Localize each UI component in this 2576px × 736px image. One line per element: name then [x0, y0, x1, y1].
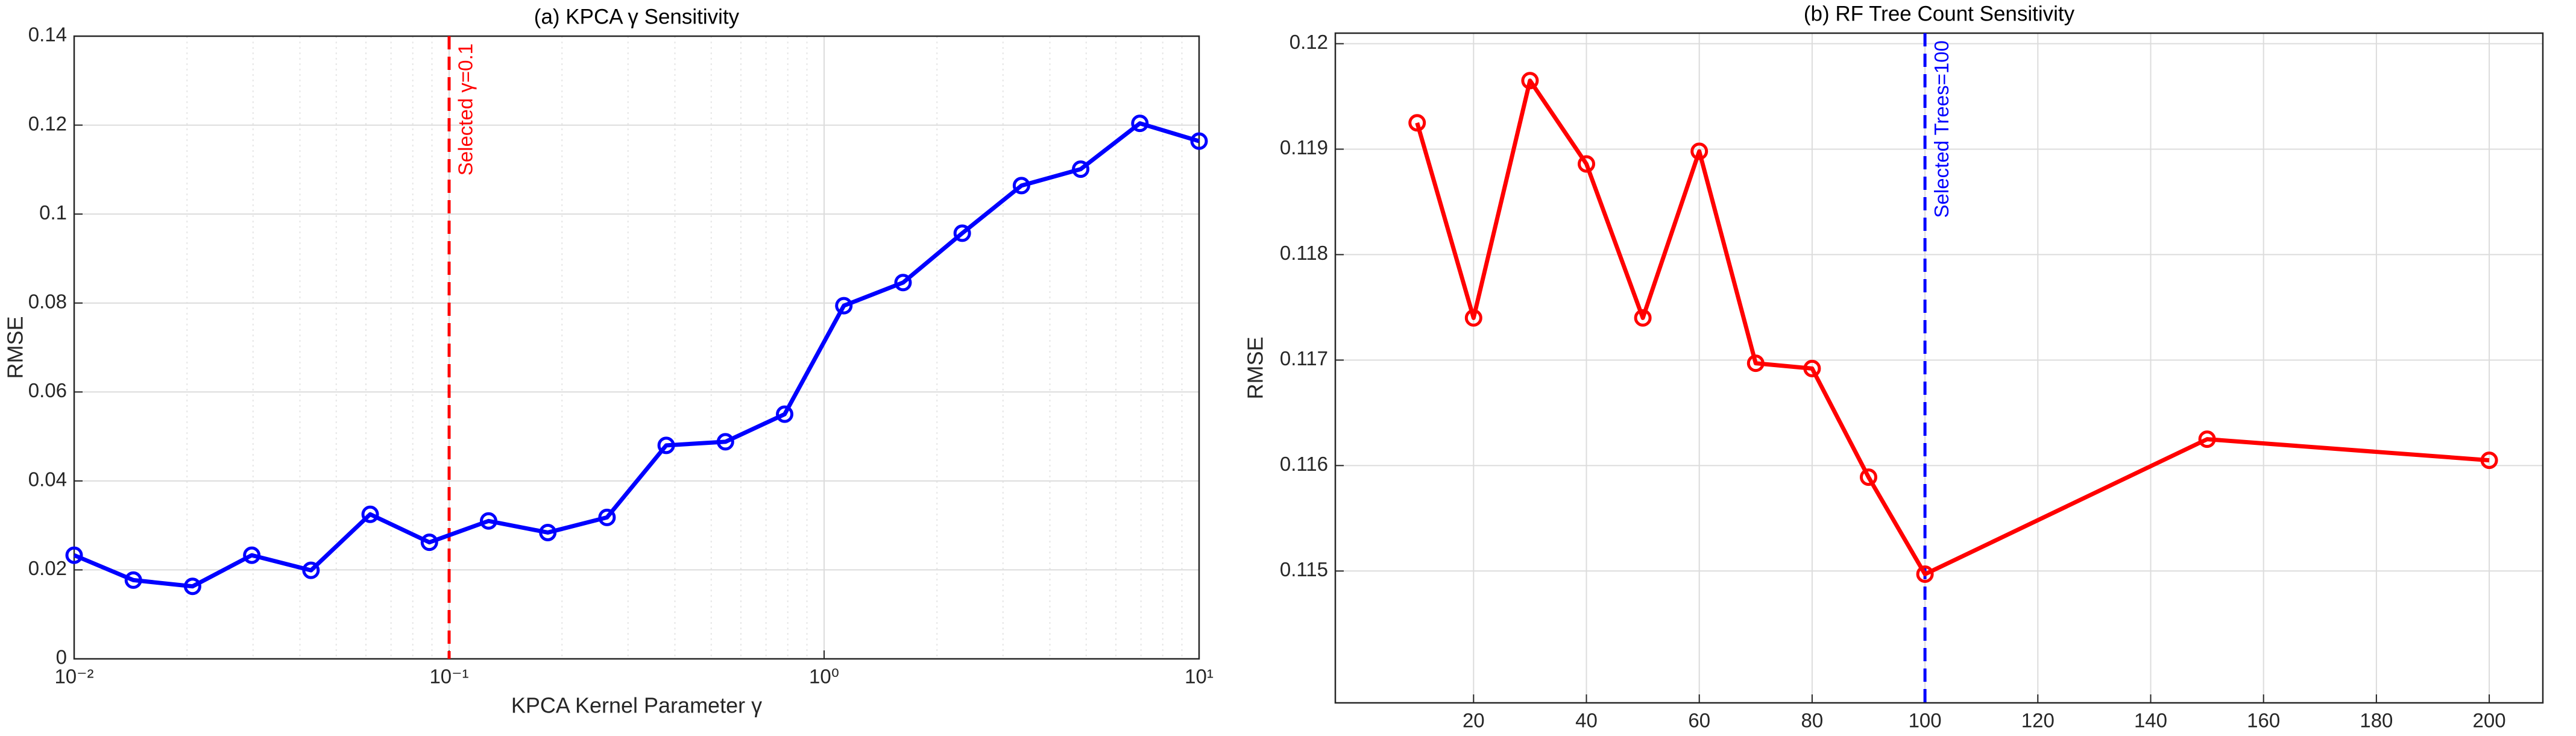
data-point [1521, 72, 1539, 90]
y-tick-label: 0.14 [28, 24, 67, 46]
x-tick-label: 140 [2134, 709, 2167, 732]
data-point [953, 224, 971, 242]
data-point [1190, 132, 1208, 150]
y-tick-label: 0.04 [28, 468, 67, 491]
plot-area [74, 36, 1199, 659]
data-point [1860, 468, 1878, 486]
data-point [835, 297, 853, 315]
x-tick-label: 40 [1575, 709, 1598, 732]
data-point [420, 533, 438, 552]
data-point [1803, 359, 1821, 377]
x-tick-label: 10⁻² [54, 665, 93, 688]
series-line [1415, 78, 2490, 577]
data-point [124, 571, 142, 589]
plot-area [1335, 33, 2543, 703]
y-axis-label: RMSE [3, 316, 28, 379]
axes-box [1334, 32, 2544, 704]
y-tick-label: 0.119 [1280, 136, 1328, 159]
data-point [716, 433, 734, 451]
x-tick-label: 200 [2473, 709, 2506, 732]
x-axis-label: KPCA Kernel Parameter γ [511, 693, 762, 718]
data-point [894, 274, 912, 292]
y-tick-label: 0.12 [1290, 31, 1328, 53]
y-tick-label: 0.117 [1280, 347, 1328, 370]
series-line [73, 121, 1200, 589]
data-point [657, 436, 675, 454]
x-tick-label: 60 [1688, 709, 1710, 732]
y-tick-label: 0.08 [28, 290, 67, 312]
data-point [65, 546, 83, 564]
data-point [1634, 309, 1652, 327]
x-tick-label: 10¹ [1185, 665, 1214, 688]
y-tick-label: 0.12 [28, 112, 67, 134]
x-tick-label: 10⁰ [809, 665, 839, 688]
x-tick-label: 180 [2360, 709, 2393, 732]
y-tick-label: 0.116 [1280, 453, 1328, 475]
data-point [2198, 430, 2216, 448]
data-point [1464, 309, 1482, 327]
data-point [479, 512, 497, 530]
y-tick-label: 0.02 [28, 557, 67, 579]
x-tick-label: 160 [2247, 709, 2280, 732]
data-point [302, 561, 320, 579]
data-point [1131, 115, 1149, 133]
x-tick-label: 80 [1801, 709, 1824, 732]
x-tick-label: 10⁻¹ [429, 665, 468, 688]
x-tick-label: 20 [1463, 709, 1485, 732]
data-point [539, 523, 557, 541]
data-point [1746, 354, 1765, 373]
annotation: Selected γ=0.1 [455, 43, 477, 175]
y-tick-label: 0 [56, 646, 67, 668]
data-point [183, 577, 201, 596]
x-tick-label: 100 [1909, 709, 1942, 732]
chart-title: (a) KPCA γ Sensitivity [534, 5, 740, 28]
data-point [1012, 177, 1030, 195]
data-point [1578, 155, 1596, 173]
data-point [1916, 565, 1934, 583]
x-tick-label: 120 [2021, 709, 2055, 732]
data-point [776, 405, 794, 423]
y-tick-label: 0.118 [1280, 242, 1328, 264]
data-point [1072, 160, 1090, 178]
data-point [2480, 451, 2498, 470]
y-axis-label: RMSE [1243, 336, 1268, 399]
y-tick-label: 0.115 [1280, 558, 1328, 580]
axes-box [73, 35, 1200, 660]
annotation: Selected Trees=100 [1930, 40, 1953, 218]
y-tick-label: 0.06 [28, 379, 67, 401]
data-point [1690, 142, 1708, 160]
data-point [598, 508, 616, 526]
data-point [361, 505, 379, 523]
chart-title: (b) RF Tree Count Sensitivity [1804, 2, 2075, 25]
data-point [1408, 114, 1426, 132]
data-point [243, 546, 261, 564]
y-tick-label: 0.1 [39, 201, 67, 224]
